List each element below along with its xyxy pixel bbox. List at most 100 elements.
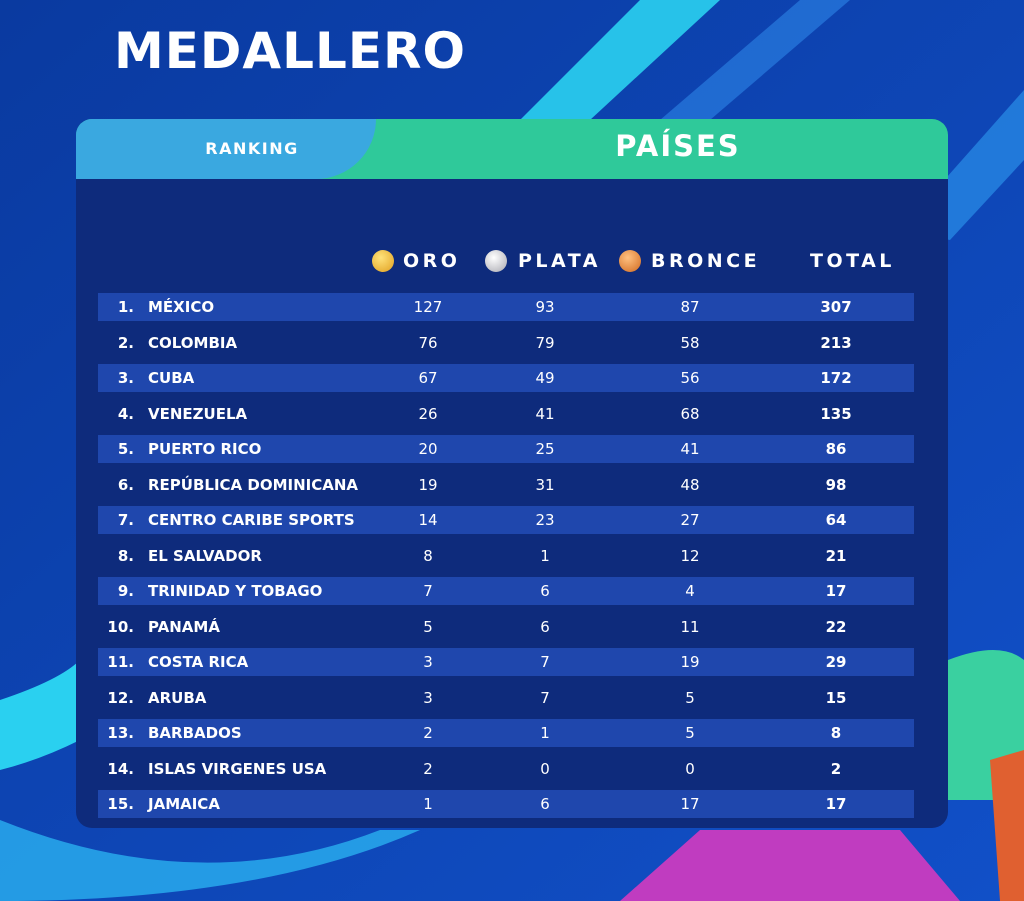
country: EL SALVADOR xyxy=(148,546,262,565)
total: 8 xyxy=(830,724,842,742)
bronze: 19 xyxy=(680,653,700,671)
gold: 26 xyxy=(418,404,438,423)
gold: 3 xyxy=(423,653,433,671)
gold: 2 xyxy=(423,759,433,778)
table-row: 12. ARUBA 3 7 5 15 xyxy=(98,684,914,712)
total: 307 xyxy=(820,298,852,316)
total: 172 xyxy=(820,369,852,387)
country: BARBADOS xyxy=(148,724,242,742)
gold: 2 xyxy=(423,724,433,742)
gold-medal xyxy=(372,250,394,272)
rank: 6. xyxy=(117,475,134,494)
gold: 127 xyxy=(413,298,443,316)
countries-header: PAÍSES xyxy=(615,129,741,163)
silver: 49 xyxy=(535,369,555,387)
rank: 2. xyxy=(117,333,134,352)
rank: 9. xyxy=(117,582,134,600)
rank: 12. xyxy=(107,688,134,707)
bronze: 5 xyxy=(685,688,695,707)
silver-medal xyxy=(485,250,507,272)
total: 86 xyxy=(825,440,847,458)
silver: 93 xyxy=(535,298,555,316)
rank: 5. xyxy=(117,440,134,458)
bronze: 5 xyxy=(685,724,695,742)
table-row: 9. TRINIDAD Y TOBAGO 7 6 4 17 xyxy=(98,577,914,605)
rank: 10. xyxy=(107,617,134,636)
silver: 31 xyxy=(535,475,555,494)
bronze: 0 xyxy=(685,759,695,778)
country: ISLAS VIRGENES USA xyxy=(148,759,327,778)
table-row: 10. PANAMÁ 5 6 11 22 xyxy=(98,613,914,641)
total: 17 xyxy=(825,795,847,813)
silver: 7 xyxy=(540,688,550,707)
rank: 7. xyxy=(117,511,134,529)
rank: 11. xyxy=(107,653,134,671)
silver: 0 xyxy=(540,759,550,778)
country: MÉXICO xyxy=(148,298,215,316)
total: 21 xyxy=(825,546,847,565)
country: PANAMÁ xyxy=(148,617,220,636)
total: 135 xyxy=(820,404,852,423)
rank: 1. xyxy=(117,298,134,316)
country: ARUBA xyxy=(148,688,207,707)
bronze: 58 xyxy=(680,333,700,352)
gold: 8 xyxy=(423,546,433,565)
silver: 1 xyxy=(540,546,550,565)
silver: 6 xyxy=(540,582,550,600)
country: VENEZUELA xyxy=(148,404,248,423)
silver: 79 xyxy=(535,333,555,352)
rank: 8. xyxy=(117,546,134,565)
bronze: 4 xyxy=(685,582,695,600)
silver: 6 xyxy=(540,795,550,813)
gold: 76 xyxy=(418,333,438,352)
gold: 14 xyxy=(418,511,438,529)
total: 17 xyxy=(825,582,847,600)
bronze: 56 xyxy=(680,369,700,387)
country: JAMAICA xyxy=(148,795,220,813)
total: 213 xyxy=(820,333,852,352)
column-header: TOTAL xyxy=(810,250,895,272)
bronze: 87 xyxy=(680,298,700,316)
total: 29 xyxy=(825,653,847,671)
gold: 19 xyxy=(418,475,438,494)
table-row: 3. CUBA 67 49 56 172 xyxy=(98,364,914,392)
rank: 14. xyxy=(107,759,134,778)
ranking-header: RANKING xyxy=(205,139,299,158)
gold: 5 xyxy=(423,617,433,636)
silver: 41 xyxy=(535,404,555,423)
total: 22 xyxy=(825,617,847,636)
table-row: 4. VENEZUELA 26 41 68 135 xyxy=(98,400,914,428)
rank: 4. xyxy=(117,404,134,423)
silver: 6 xyxy=(540,617,550,636)
gold: 20 xyxy=(418,440,438,458)
table-row: 15. JAMAICA 1 6 17 17 xyxy=(98,790,914,818)
total: 64 xyxy=(825,511,847,529)
table-row: 1. MÉXICO 127 93 87 307 xyxy=(98,293,914,321)
bronze: 41 xyxy=(680,440,700,458)
silver: 25 xyxy=(535,440,555,458)
bronze: 27 xyxy=(680,511,700,529)
country: COLOMBIA xyxy=(148,333,238,352)
country: TRINIDAD Y TOBAGO xyxy=(148,582,323,600)
table-row: 6. REPÚBLICA DOMINICANA 19 31 48 98 xyxy=(98,471,914,499)
table-row: 2. COLOMBIA 76 79 58 213 xyxy=(98,329,914,357)
country: REPÚBLICA DOMINICANA xyxy=(148,475,359,494)
column-header: PLATA xyxy=(518,250,601,272)
total: 15 xyxy=(825,688,847,707)
table-row: 7. CENTRO CARIBE SPORTS 14 23 27 64 xyxy=(98,506,914,534)
silver: 23 xyxy=(535,511,555,529)
bronze: 68 xyxy=(680,404,700,423)
gold: 1 xyxy=(423,795,433,813)
silver: 1 xyxy=(540,724,550,742)
column-header: BRONCE xyxy=(651,250,761,272)
gold: 67 xyxy=(418,369,438,387)
bronze: 12 xyxy=(680,546,700,565)
country: CUBA xyxy=(148,369,195,387)
bronze: 11 xyxy=(680,617,700,636)
title: MEDALLERO xyxy=(114,22,466,80)
country: COSTA RICA xyxy=(148,653,249,671)
table-row: 13. BARBADOS 2 1 5 8 xyxy=(98,719,914,747)
table-row: 5. PUERTO RICO 20 25 41 86 xyxy=(98,435,914,463)
gold: 3 xyxy=(423,688,433,707)
table-row: 11. COSTA RICA 3 7 19 29 xyxy=(98,648,914,676)
